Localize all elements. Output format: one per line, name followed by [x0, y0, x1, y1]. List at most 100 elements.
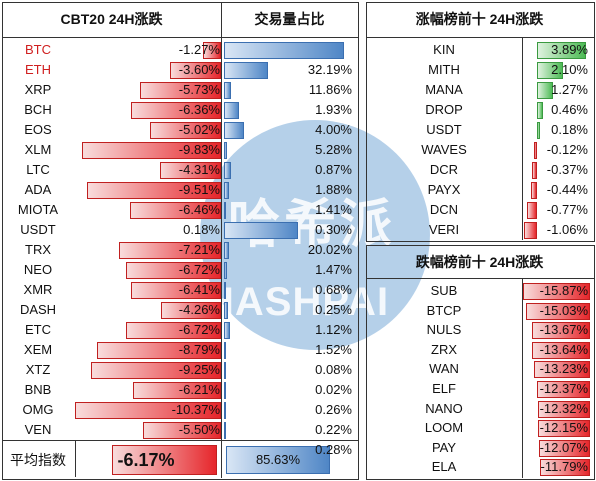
change-bar: [526, 303, 590, 320]
coin-name: USDT: [426, 122, 462, 137]
table-row: ETH -3.60% 11.86%: [2, 60, 357, 97]
table-row: OMG -10.37% 0.22%: [2, 400, 357, 437]
coin-name: XEM: [23, 342, 53, 357]
change-value: -5.50%: [178, 422, 220, 437]
coin-name: DROP: [425, 102, 463, 117]
table-row: ADA -9.51% 1.41%: [2, 180, 357, 217]
coin-name: NEO: [23, 262, 53, 277]
change-bar: [143, 422, 221, 439]
table-row: PAYX -0.44%: [366, 180, 593, 200]
table-row: ZRX -13.64%: [366, 340, 593, 360]
header-divider: [2, 37, 358, 38]
change-value: -1.27%: [178, 42, 220, 57]
coin-name: OMG: [22, 402, 54, 417]
change-bar: [537, 102, 543, 119]
change-bar: [140, 82, 221, 99]
volume-bar: [224, 102, 239, 119]
table-row: USDT 0.18% 20.02%: [2, 220, 357, 257]
coin-name: PAYX: [427, 182, 461, 197]
change-bar: [131, 282, 221, 299]
change-value: 0.46%: [551, 102, 588, 117]
coin-name: LTC: [26, 162, 50, 177]
coin-name: LOOM: [424, 420, 464, 435]
coin-name: ETC: [25, 322, 51, 337]
change-value: -0.37%: [546, 162, 588, 177]
change-bar: [170, 62, 221, 79]
coin-name: ELA: [431, 459, 457, 474]
coin-name: ELF: [432, 381, 456, 396]
change-value: -9.83%: [178, 142, 220, 157]
change-value: -11.79%: [540, 459, 588, 474]
change-value: -0.44%: [546, 182, 588, 197]
table-row: MANA 1.27%: [366, 80, 593, 100]
change-bar: [537, 42, 586, 59]
volume-value: 0.08%: [315, 362, 352, 377]
volume-value: 32.19%: [307, 62, 352, 77]
change-value: -15.87%: [539, 283, 588, 298]
coin-name: XRP: [24, 82, 52, 97]
table-row: WAVES -0.12%: [366, 140, 593, 160]
volume-bar: [224, 422, 226, 439]
table-row: MITH 2.10%: [366, 60, 593, 80]
change-value: -3.60%: [178, 62, 220, 77]
change-bar: [130, 202, 221, 219]
coin-name: BTC: [25, 42, 51, 57]
volume-value: 1.93%: [315, 102, 352, 117]
header-gainers: 涨幅榜前十 24H涨跌: [415, 11, 544, 27]
change-bar: [82, 142, 221, 159]
volume-bar: [224, 382, 226, 399]
table-row: VEN -5.50% 0.28%: [2, 420, 357, 457]
footer-row: 平均指数 -6.17% 85.63%: [2, 440, 357, 477]
table-row: XLM -9.83% 0.87%: [2, 140, 357, 177]
table-row: MIOTA -6.46% 0.30%: [2, 200, 357, 237]
coin-name: NULS: [426, 322, 462, 337]
change-value: -10.37%: [171, 402, 220, 417]
coin-name: TRX: [25, 242, 51, 257]
change-value: -0.77%: [546, 202, 588, 217]
change-value: 0.18%: [551, 122, 588, 137]
header-cbt20-change: CBT20 24H涨跌: [60, 11, 163, 27]
volume-value: 1.88%: [315, 182, 352, 197]
table-row: DCN -0.77%: [366, 200, 593, 220]
volume-bar: [224, 302, 228, 319]
change-bar: [540, 459, 590, 476]
change-bar: [534, 142, 537, 159]
change-value: -12.07%: [539, 440, 588, 455]
change-bar: [97, 342, 221, 359]
footer-change-bar: [112, 445, 217, 475]
header-losers: 跌幅榜前十 24H涨跌: [415, 254, 544, 270]
coin-name: EOS: [24, 122, 52, 137]
change-bar: [527, 202, 537, 219]
coin-name: BTCP: [426, 303, 462, 318]
coin-name: KIN: [433, 42, 455, 57]
change-bar: [538, 401, 590, 418]
change-value: -9.51%: [178, 182, 220, 197]
change-bar: [161, 302, 221, 319]
coin-name: DCR: [429, 162, 459, 177]
volume-bar: [224, 402, 226, 419]
table-row: LOOM -12.15%: [366, 418, 593, 438]
volume-bar: [224, 322, 230, 339]
volume-bar: [224, 62, 268, 79]
change-bar: [91, 362, 221, 379]
change-bar: [203, 42, 221, 59]
change-value: -5.73%: [178, 82, 220, 97]
change-value: -9.25%: [178, 362, 220, 377]
volume-value: 0.28%: [315, 442, 352, 457]
header-volume-share: 交易量占比: [254, 11, 325, 27]
change-bar: [532, 342, 590, 359]
coin-name: NANO: [425, 401, 463, 416]
change-bar: [87, 182, 221, 199]
change-value: -1.06%: [546, 222, 588, 237]
change-value: -15.03%: [539, 303, 588, 318]
volume-bar: [224, 142, 227, 159]
volume-value: 0.02%: [315, 382, 352, 397]
change-bar: [524, 222, 537, 239]
change-value: 2.10%: [551, 62, 588, 77]
change-bar: [532, 162, 537, 179]
coin-name: ZRX: [431, 342, 457, 357]
change-bar: [537, 62, 563, 79]
coin-name: ADA: [24, 182, 52, 197]
change-value: -6.72%: [178, 262, 220, 277]
change-value: -0.12%: [546, 142, 588, 157]
